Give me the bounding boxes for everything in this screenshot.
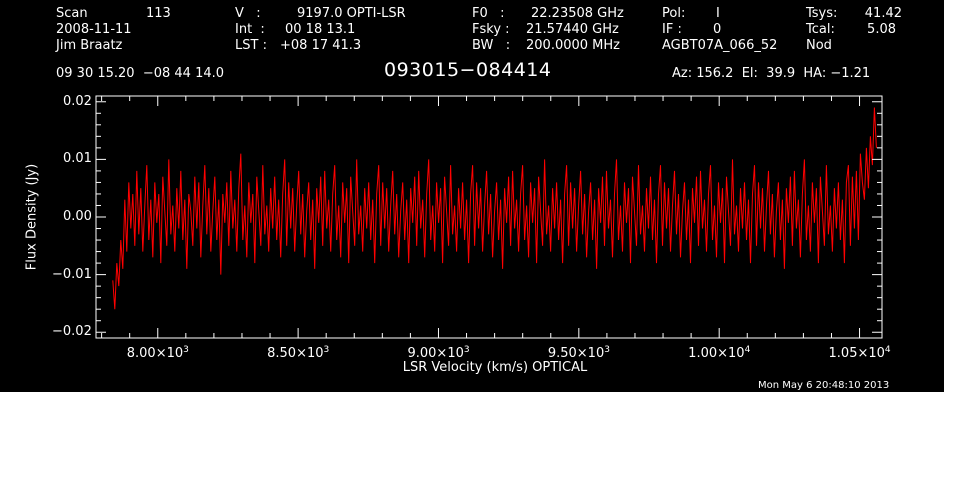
spectrum-trace xyxy=(112,107,877,310)
x-tick-label: 1.00×104 xyxy=(688,345,751,361)
x-tick-label: 8.50×103 xyxy=(267,345,330,361)
if-value: 0 xyxy=(713,22,722,37)
render-timestamp: Mon May 6 20:48:10 2013 xyxy=(758,380,890,391)
tcal-value: 5.08 xyxy=(867,22,896,37)
y-tick-label: −0.01 xyxy=(52,266,92,282)
observer-name: Jim Braatz xyxy=(56,38,123,53)
y-tick-label: 0.00 xyxy=(63,209,92,224)
x-tick-label: 9.00×103 xyxy=(407,345,470,361)
f0-value: 22.23508 GHz xyxy=(531,6,624,21)
scan-label: Scan xyxy=(56,6,88,21)
integration-value: 00 18 13.1 xyxy=(285,22,356,37)
velocity-label: V : xyxy=(235,6,261,21)
polarization-value: I xyxy=(716,6,720,21)
y-tick-label: 0.01 xyxy=(63,151,92,167)
observation-date: 2008-11-11 xyxy=(56,22,132,37)
source-name: 093015−084414 xyxy=(384,59,552,81)
spectrum-chart xyxy=(95,95,883,339)
bandwidth-label: BW : xyxy=(472,38,511,53)
tcal-label: Tcal: xyxy=(806,22,835,37)
project-id: AGBT07A_066_52 xyxy=(662,38,778,53)
if-label: IF : xyxy=(662,22,682,37)
y-axis-title: Flux Density (Jy) xyxy=(24,163,40,271)
y-tick-label: 0.02 xyxy=(63,93,92,109)
x-tick-label: 1.05×104 xyxy=(828,345,891,361)
lst-label: LST : xyxy=(235,38,267,53)
f0-label: F0 : xyxy=(472,6,505,21)
x-tick-label: 9.50×103 xyxy=(547,345,610,361)
tsys-value: 41.42 xyxy=(864,6,902,21)
plot-panel: Scan 113 2008-11-11 Jim Braatz V : 9197.… xyxy=(0,0,944,392)
velocity-value: 9197.0 OPTI-LSR xyxy=(297,6,406,21)
observing-mode: Nod xyxy=(806,38,832,53)
x-tick-label: 8.00×103 xyxy=(126,345,189,361)
scan-value: 113 xyxy=(146,6,171,21)
fsky-value: 21.57440 GHz xyxy=(526,22,619,37)
bandwidth-value: 200.0000 MHz xyxy=(526,38,620,53)
polarization-label: Pol: xyxy=(662,6,686,21)
source-coordinates: 09 30 15.20 −08 44 14.0 xyxy=(56,66,225,81)
integration-label: Int : xyxy=(235,22,265,37)
fsky-label: Fsky : xyxy=(472,22,510,37)
pointing-info: Az: 156.2 El: 39.9 HA: −1.21 xyxy=(672,66,871,81)
lst-value: +08 17 41.3 xyxy=(280,38,362,53)
y-tick-label: −0.02 xyxy=(52,324,92,340)
x-axis-title: LSR Velocity (km/s) OPTICAL xyxy=(402,360,588,375)
tsys-label: Tsys: xyxy=(806,6,838,21)
